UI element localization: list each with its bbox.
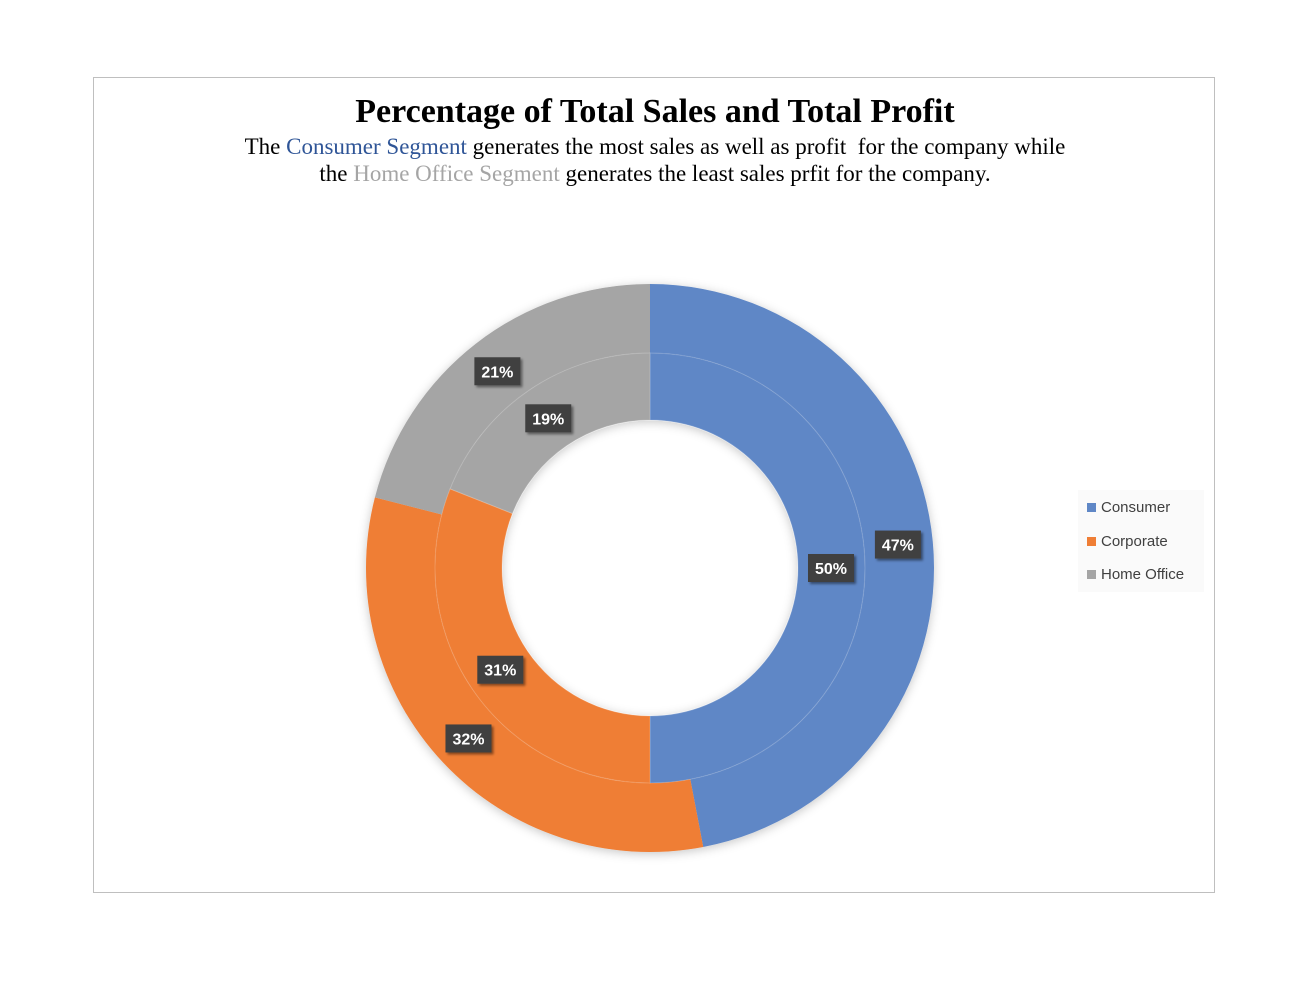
inner-ring-slice-consumer [649, 352, 866, 784]
subtitle-line-2-prefix: the [319, 161, 354, 186]
outer-ring-label-box-corporate [445, 724, 492, 753]
inner-ring-label-text-consumer: 50% [815, 561, 847, 578]
donut-slices [365, 284, 934, 853]
chart-subtitle: The Consumer Segment generates the most … [0, 133, 1295, 187]
chart-title: Percentage of Total Sales and Total Prof… [355, 93, 955, 130]
legend-item-corporate: Corporate [1087, 532, 1168, 552]
outer-ring-label-consumer: 47% [874, 530, 921, 559]
outer-ring-slice-home-office [374, 284, 650, 515]
data-labels: 47% 32% 21% 50% 31% 19% [445, 357, 921, 753]
inner-ring-label-home-office: 19% [525, 404, 572, 433]
legend-item-home-office: Home Office [1087, 565, 1184, 585]
inner-ring-label-box-corporate [477, 655, 524, 684]
outer-ring-label-corporate: 32% [445, 724, 492, 753]
subtitle-line-1-prefix: The [244, 134, 287, 159]
inner-ring-label-consumer: 50% [808, 554, 854, 582]
legend-label-consumer: Consumer [1101, 499, 1171, 516]
legend: Consumer Corporate Home Office [1078, 490, 1204, 592]
subtitle-line-2: the Home Office Segment generates the le… [0, 160, 1295, 187]
outer-ring-label-box-home-office [474, 357, 521, 386]
subtitle-line-2-suffix: generates the least sales prfit for the … [559, 161, 991, 186]
inner-ring-slice-corporate [434, 488, 651, 784]
inner-ring-label-corporate: 31% [477, 655, 524, 684]
subtitle-line-1-suffix: generates the most sales as well as prof… [466, 134, 1066, 159]
outer-ring-label-text-consumer: 47% [882, 538, 914, 555]
subtitle-homeoffice-highlight: Home Office Segment [353, 161, 560, 186]
legend-label-corporate: Corporate [1101, 533, 1168, 550]
subtitle-consumer-highlight: Consumer Segment [286, 134, 467, 159]
subtitle-line-1: The Consumer Segment generates the most … [0, 133, 1295, 160]
outer-ring-slice-consumer [650, 284, 934, 847]
outer-ring-label-text-corporate: 32% [452, 731, 484, 748]
legend-swatch-consumer [1087, 502, 1096, 512]
outer-ring-slice-corporate [365, 497, 704, 853]
outer-ring-label-home-office: 21% [474, 357, 521, 386]
legend-item-consumer: Consumer [1087, 498, 1170, 518]
inner-ring-slice-home-office [449, 352, 651, 515]
legend-swatch-home-office [1087, 569, 1096, 579]
inner-ring-label-box-home-office [525, 404, 572, 433]
outer-ring-label-text-home-office: 21% [481, 364, 513, 381]
outer-ring-label-box-consumer [874, 530, 921, 559]
inner-ring-label-text-home-office: 19% [532, 411, 564, 428]
legend-swatch-corporate [1087, 536, 1096, 546]
inner-ring-label-text-corporate: 31% [484, 663, 516, 680]
inner-ring-label-box-consumer [808, 554, 854, 582]
legend-label-home-office: Home Office [1101, 566, 1185, 583]
